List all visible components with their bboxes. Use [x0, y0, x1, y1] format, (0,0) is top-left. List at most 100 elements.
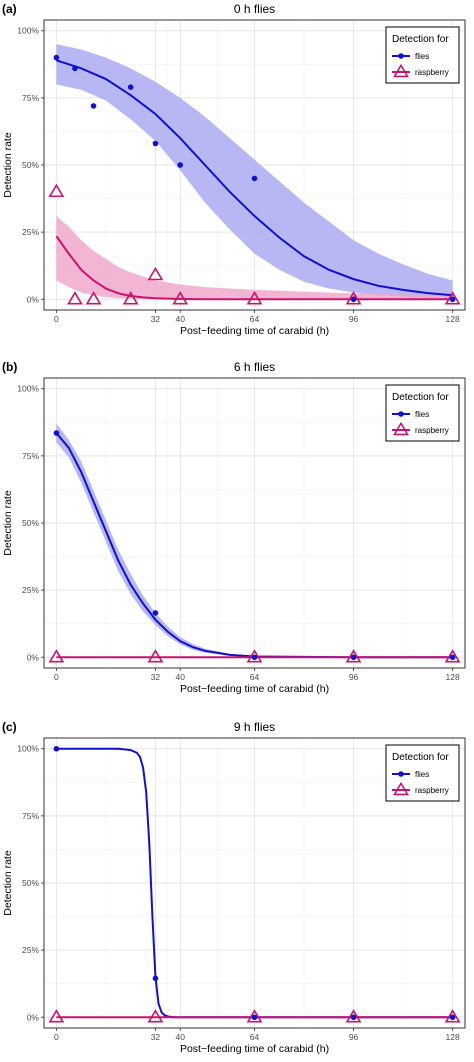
flies-fit-line	[55, 432, 453, 659]
raspberry-point	[147, 649, 164, 663]
x-tick-label: 64	[250, 672, 260, 682]
y-tick-label: 50%	[22, 878, 39, 888]
legend-label-flies: flies	[415, 52, 429, 61]
legend-flies-marker	[398, 771, 404, 777]
legend-raspberry-marker	[393, 781, 409, 796]
x-tick-label: 0	[54, 1032, 59, 1042]
flies-point	[90, 103, 97, 109]
raspberry-point	[246, 291, 263, 305]
flies-point	[53, 54, 60, 61]
flies-point	[449, 1014, 456, 1021]
x-tick-label: 96	[349, 314, 359, 324]
flies-point	[152, 140, 159, 147]
y-tick-label: 75%	[22, 93, 39, 103]
x-tick-label: 40	[175, 314, 185, 324]
y-tick-label: 25%	[22, 945, 39, 955]
legend-title: Detection for	[392, 34, 449, 45]
x-tick-label: 96	[349, 1032, 359, 1042]
legend-label-flies: flies	[415, 410, 429, 419]
x-axis-label: Post−feeding time of carabid (h)	[180, 1043, 329, 1055]
legend-flies-marker	[398, 53, 404, 59]
raspberry-point	[172, 291, 189, 305]
y-axis-label: Detection rate	[2, 132, 14, 198]
panel-label: (a)	[2, 2, 17, 16]
flies-confidence-band	[56, 44, 453, 299]
legend-title: Detection for	[392, 392, 449, 403]
x-tick-label: 32	[151, 314, 161, 324]
flies-point	[72, 65, 78, 72]
panel-0: 0% 25% 50% 75% 100% 0 32 40 64 96 128 0 h flies (a) P…	[2, 2, 466, 337]
legend-label-flies: flies	[415, 770, 429, 779]
raspberry-point	[85, 291, 102, 305]
x-tick-label: 128	[446, 1032, 460, 1042]
x-tick-label: 40	[175, 672, 185, 682]
flies-point	[152, 975, 159, 982]
y-tick-label: 25%	[22, 227, 39, 237]
flies-point	[53, 745, 60, 752]
y-axis-label: Detection rate	[2, 490, 14, 556]
y-tick-label: 75%	[22, 811, 39, 821]
legend-title: Detection for	[392, 752, 449, 763]
raspberry-point	[345, 291, 362, 305]
legend-flies-marker	[398, 411, 404, 417]
y-tick-label: 50%	[22, 160, 39, 170]
flies-point	[449, 654, 456, 661]
x-tick-label: 32	[151, 1032, 161, 1042]
flies-point	[177, 162, 184, 168]
flies-point	[152, 610, 159, 616]
raspberry-fit-line	[55, 235, 453, 301]
y-tick-label: 0%	[27, 294, 40, 304]
raspberry-point	[444, 649, 461, 663]
x-tick-label: 96	[349, 672, 359, 682]
flies-point	[251, 1014, 258, 1021]
raspberry-point	[48, 1009, 65, 1023]
raspberry-point	[246, 1009, 263, 1023]
legend-label-raspberry: raspberry	[415, 68, 449, 77]
x-tick-label: 64	[250, 314, 260, 324]
y-tick-label: 100%	[17, 384, 39, 394]
panel-label: (c)	[2, 720, 17, 734]
raspberry-point	[444, 1009, 461, 1023]
legend: Detection for flies raspberry	[385, 26, 460, 84]
x-tick-label: 0	[54, 314, 59, 324]
x-tick-label: 32	[151, 672, 161, 682]
raspberry-point	[48, 183, 65, 198]
panel-label: (b)	[2, 360, 17, 374]
x-tick-label: 40	[175, 1032, 185, 1042]
legend-label-raspberry: raspberry	[415, 786, 449, 795]
raspberry-point	[147, 1009, 164, 1023]
x-axis-label: Post−feeding time of carabid (h)	[180, 683, 329, 695]
flies-point	[251, 654, 258, 661]
panel-2: 0% 25% 50% 75% 100% 0 32 40 64 96 128 9 h flies (c) P…	[2, 720, 466, 1055]
raspberry-point	[345, 1009, 362, 1023]
y-axis-label: Detection rate	[2, 850, 14, 916]
legend: Detection for flies raspberry	[385, 384, 460, 442]
y-tick-label: 0%	[27, 652, 40, 662]
legend: Detection for flies raspberry	[385, 744, 460, 802]
chart-title: 6 h flies	[234, 360, 275, 374]
raspberry-confidence-band	[56, 216, 453, 300]
x-tick-label: 128	[446, 672, 460, 682]
x-tick-label: 128	[446, 314, 460, 324]
x-tick-label: 0	[54, 672, 59, 682]
flies-point	[127, 84, 134, 90]
y-tick-label: 50%	[22, 518, 39, 528]
legend-label-raspberry: raspberry	[415, 426, 449, 435]
chart-title: 0 h flies	[234, 2, 275, 16]
raspberry-point	[122, 291, 139, 305]
raspberry-point	[67, 291, 83, 305]
flies-point	[350, 654, 357, 661]
raspberry-point	[147, 266, 164, 281]
flies-point	[53, 430, 60, 436]
y-tick-label: 25%	[22, 585, 39, 595]
flies-point	[350, 1014, 357, 1021]
x-axis-label: Post−feeding time of carabid (h)	[180, 325, 329, 337]
flies-fit-line	[56, 59, 453, 297]
y-tick-label: 0%	[27, 1012, 40, 1022]
y-tick-label: 75%	[22, 451, 39, 461]
flies-point	[449, 296, 456, 303]
raspberry-point	[444, 291, 461, 305]
raspberry-point	[246, 649, 263, 663]
